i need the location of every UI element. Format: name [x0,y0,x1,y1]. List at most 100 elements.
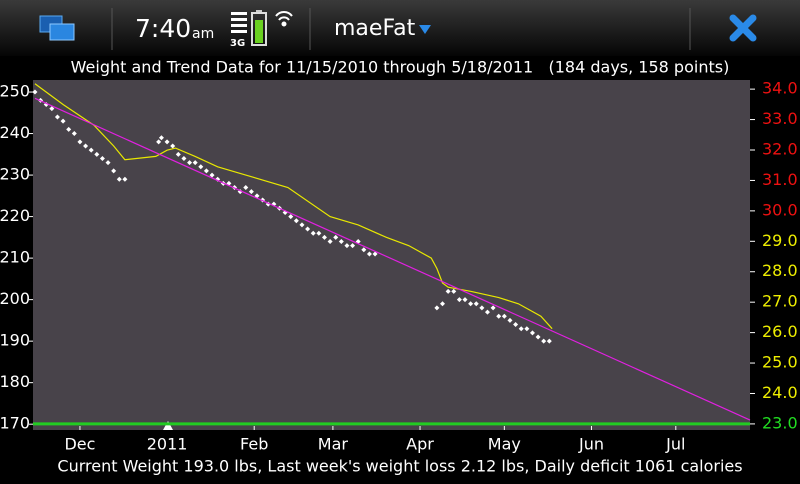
weight-point [248,189,254,195]
chart-title: Weight and Trend Data for 11/15/2010 thr… [71,58,730,77]
y2-tick-label: 26.0 [762,322,798,341]
y-tick-label: 170 [0,414,30,433]
weight-point [49,106,55,112]
weight-point [490,305,496,311]
battery-icon [251,10,267,46]
weight-point [434,305,440,311]
x-tick-label: Dec [64,435,95,454]
weight-point [164,139,170,145]
task-switcher[interactable] [39,15,75,41]
ampm: am [192,26,214,42]
today-marker [163,421,173,430]
status-bar [0,0,800,56]
y2-tick-label: 32.0 [762,140,798,159]
weight-point [456,297,462,303]
x-tick-label: Apr [406,435,434,454]
weight-point [524,326,530,332]
x-tick-label: Jun [578,435,604,454]
weight-point [479,305,485,311]
weight-point [299,222,305,228]
y-tick-label: 250 [0,82,30,101]
y-tick-label: 240 [0,123,30,142]
trend-line [34,97,751,421]
trend-line [34,83,553,330]
weight-point [333,234,339,240]
weight-point [501,313,507,319]
weight-point [203,168,209,174]
weight-point [243,185,249,191]
y2-tick-label: 24.0 [762,383,798,402]
weight-point [310,230,316,236]
weight-point [513,322,519,328]
y2-tick-label: 27.0 [762,292,798,311]
weight-point [293,218,299,224]
y2-tick-label: 23.0 [762,413,798,432]
weight-point [366,251,372,257]
weight-point [546,338,552,344]
signal-icon [231,12,247,33]
weight-point [32,89,38,95]
wifi-icon [275,11,293,27]
x-tick-label: Jul [665,435,685,454]
y2-tick-label: 29.0 [762,231,798,250]
weight-point [372,251,378,257]
weight-point [468,301,474,307]
close-button[interactable] [729,14,757,42]
weight-point [111,168,117,174]
weight-point [156,139,162,145]
y-tick-label: 200 [0,289,30,308]
weight-point [361,247,367,253]
weight-point [54,114,60,120]
weight-point [187,160,193,166]
weight-point [105,160,111,166]
weight-point [71,131,77,137]
y2-tick-label: 25.0 [762,353,798,372]
x-tick-label: Mar [318,435,349,454]
weight-point [321,234,327,240]
footer-summary: Current Weight 193.0 lbs, Last week's we… [57,457,742,476]
weight-point [192,160,198,166]
y-tick-label: 210 [0,248,30,267]
y2-tick-label: 34.0 [762,79,798,98]
clock: 7:40 [135,14,191,43]
y2-tick-label: 33.0 [762,109,798,128]
y2-tick-label: 28.0 [762,261,798,280]
network-type: 3G [230,38,245,49]
weight-point [327,239,333,245]
weight-point [181,155,187,161]
y-tick-label: 180 [0,372,30,391]
weight-point [94,151,100,157]
weight-point [116,176,122,182]
x-tick-label: May [488,435,521,454]
weight-point [305,226,311,232]
weight-point [170,143,176,149]
weight-point [88,147,94,153]
weight-point [440,301,446,307]
weight-point [496,313,502,319]
plot-area [33,80,750,430]
weight-point [66,126,72,132]
weight-point [344,243,350,249]
weight-point [518,326,524,332]
weight-point [60,118,66,124]
weight-point [541,338,547,344]
weight-point [99,155,105,161]
y-tick-label: 190 [0,331,30,350]
weight-point [288,214,294,220]
y2-tick-label: 31.0 [762,170,798,189]
weight-point [83,143,89,149]
weight-point [338,239,344,245]
weight-point [175,151,181,157]
app-menu[interactable]: maeFat [334,16,431,41]
weight-point [122,176,128,182]
weight-point [445,288,451,294]
weight-point [507,317,513,323]
weight-point [77,139,83,145]
weight-point [316,230,322,236]
weight-point [350,243,356,249]
y2-tick-label: 30.0 [762,200,798,219]
app-title: maeFat [334,16,416,41]
y-tick-label: 220 [0,206,30,225]
